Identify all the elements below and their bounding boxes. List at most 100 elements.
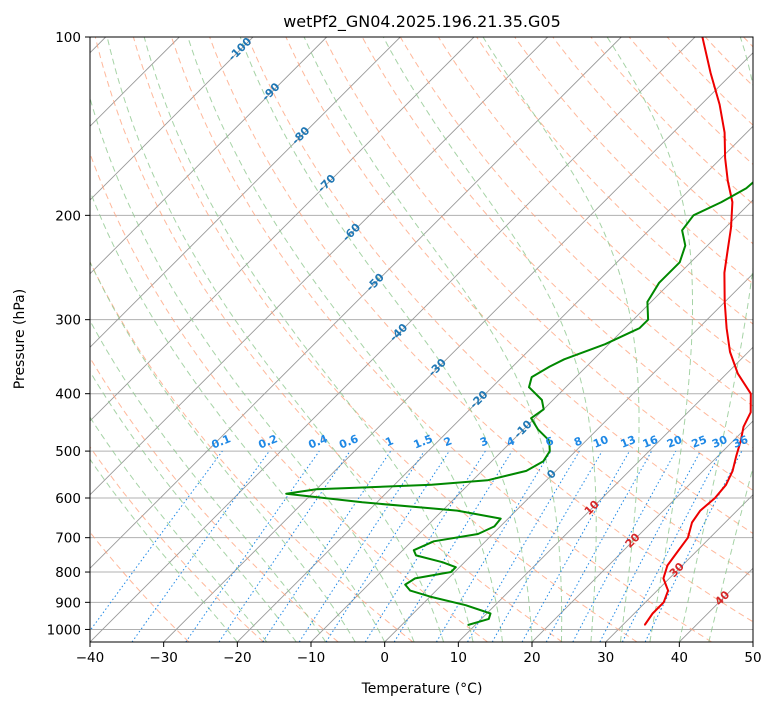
dewpoint-point bbox=[525, 470, 527, 472]
dry-adiabat-line bbox=[90, 446, 264, 642]
dewpoint-point bbox=[477, 533, 479, 535]
temperature-point bbox=[737, 373, 739, 375]
dewpoint-point bbox=[455, 566, 457, 568]
dewpoint-point bbox=[361, 501, 363, 503]
dewpoint-point bbox=[433, 540, 435, 542]
y-tick-label: 500 bbox=[55, 444, 81, 460]
isotherm-line bbox=[457, 346, 753, 642]
dewpoint-point bbox=[720, 201, 723, 203]
mixing-ratio-label: 13 bbox=[619, 433, 638, 451]
moist-adiabat-line bbox=[90, 458, 238, 642]
temperature-point bbox=[666, 564, 669, 567]
mixing-ratio-line bbox=[545, 450, 653, 642]
isotherm-line bbox=[605, 494, 753, 642]
dry-adiabat-line bbox=[399, 37, 753, 407]
x-tick-label: 0 bbox=[380, 650, 389, 666]
dewpoint-point bbox=[465, 604, 467, 606]
dewpoint-point bbox=[658, 282, 660, 284]
dry-adiabat-line bbox=[132, 37, 638, 642]
moist-adiabat-line bbox=[606, 37, 693, 642]
y-tick-label: 300 bbox=[55, 313, 81, 329]
mixing-ratio-label: 8 bbox=[572, 434, 584, 449]
isotherm-line bbox=[90, 37, 328, 275]
dewpoint-profile-line bbox=[285, 181, 753, 626]
moist-adiabat-line bbox=[143, 37, 474, 642]
mixing-ratio-label: 3 bbox=[478, 434, 490, 449]
mixing-ratio-label: 20 bbox=[665, 433, 684, 451]
dewpoint-point bbox=[450, 571, 452, 573]
dewpoint-point bbox=[679, 261, 681, 263]
temperature-point bbox=[740, 440, 742, 442]
temperature-point bbox=[723, 272, 726, 274]
temperature-point bbox=[724, 157, 726, 159]
x-tick-label: 10 bbox=[450, 650, 467, 666]
isotherm-line bbox=[90, 37, 549, 496]
reference-lines bbox=[90, 37, 753, 642]
dry-adiabat-line bbox=[476, 37, 753, 325]
mixing-ratio-line bbox=[90, 450, 223, 632]
x-tick-label: 50 bbox=[744, 650, 761, 666]
dewpoint-point bbox=[530, 417, 532, 419]
dewpoint-point bbox=[772, 165, 773, 166]
mixing-ratio-label: 16 bbox=[641, 433, 660, 451]
moist-adiabat-line bbox=[382, 37, 597, 642]
y-axis: 100 200 300 400 500 600 700 800 900 1000 bbox=[47, 30, 90, 638]
dewpoint-point bbox=[488, 618, 490, 620]
mixing-ratio-label: 1 bbox=[383, 434, 395, 449]
y-tick-label: 200 bbox=[55, 208, 81, 224]
isotherm-line bbox=[90, 37, 254, 201]
temperature-point bbox=[662, 577, 665, 580]
y-tick-label: 800 bbox=[55, 565, 81, 581]
temperature-point bbox=[726, 250, 729, 252]
dewpoint-point bbox=[493, 525, 495, 528]
temperature-point bbox=[719, 103, 721, 106]
temperature-point bbox=[732, 470, 734, 472]
temperature-profile-line bbox=[643, 37, 752, 626]
dry-adiabat-line bbox=[247, 37, 753, 578]
mixing-ratio-label: 2 bbox=[442, 434, 454, 449]
moist-adiabat-line bbox=[482, 37, 640, 642]
dewpoint-point bbox=[486, 479, 489, 481]
dewpoint-point bbox=[537, 429, 539, 431]
isotherm-line bbox=[531, 420, 753, 642]
isotherm-line bbox=[384, 273, 753, 642]
y-tick-label: 600 bbox=[55, 491, 81, 507]
temperature-point bbox=[724, 301, 726, 303]
dry-adiabat-line bbox=[209, 37, 753, 623]
temperature-point bbox=[676, 551, 678, 553]
mixing-ratio-line bbox=[298, 450, 425, 642]
x-tick-label: 20 bbox=[523, 650, 540, 666]
mixing-ratio-line bbox=[131, 450, 270, 642]
dewpoint-point bbox=[441, 561, 443, 563]
dewpoint-point bbox=[692, 214, 695, 216]
dewpoint-point bbox=[647, 319, 649, 321]
mixing-ratio-line bbox=[262, 450, 392, 642]
temperature-point bbox=[735, 455, 737, 457]
temperature-point bbox=[644, 624, 646, 626]
series-layer bbox=[285, 37, 773, 626]
isotherm-line bbox=[752, 641, 753, 642]
temperature-point bbox=[667, 590, 669, 592]
dewpoint-point bbox=[549, 450, 551, 452]
dewpoint-point bbox=[415, 554, 417, 557]
dewpoint-point bbox=[681, 229, 683, 231]
y-tick-label: 1000 bbox=[47, 622, 81, 638]
dewpoint-point bbox=[456, 510, 458, 512]
dewpoint-point bbox=[414, 577, 416, 580]
dewpoint-point bbox=[489, 612, 492, 615]
temperature-point bbox=[663, 601, 665, 603]
mixing-ratio-line bbox=[521, 450, 630, 642]
plot-background bbox=[90, 37, 753, 642]
dewpoint-point bbox=[429, 596, 431, 598]
x-tick-label: −10 bbox=[297, 650, 326, 666]
temperature-point bbox=[731, 201, 734, 203]
y-tick-label: 400 bbox=[55, 387, 81, 403]
plot-frame bbox=[89, 36, 754, 643]
dewpoint-point bbox=[315, 488, 317, 490]
dewpoint-point bbox=[467, 624, 469, 626]
moist-adiabat-line bbox=[239, 37, 533, 642]
y-tick-label: 900 bbox=[55, 595, 81, 611]
x-tick-label: −20 bbox=[223, 650, 252, 666]
temperature-point bbox=[742, 426, 745, 428]
